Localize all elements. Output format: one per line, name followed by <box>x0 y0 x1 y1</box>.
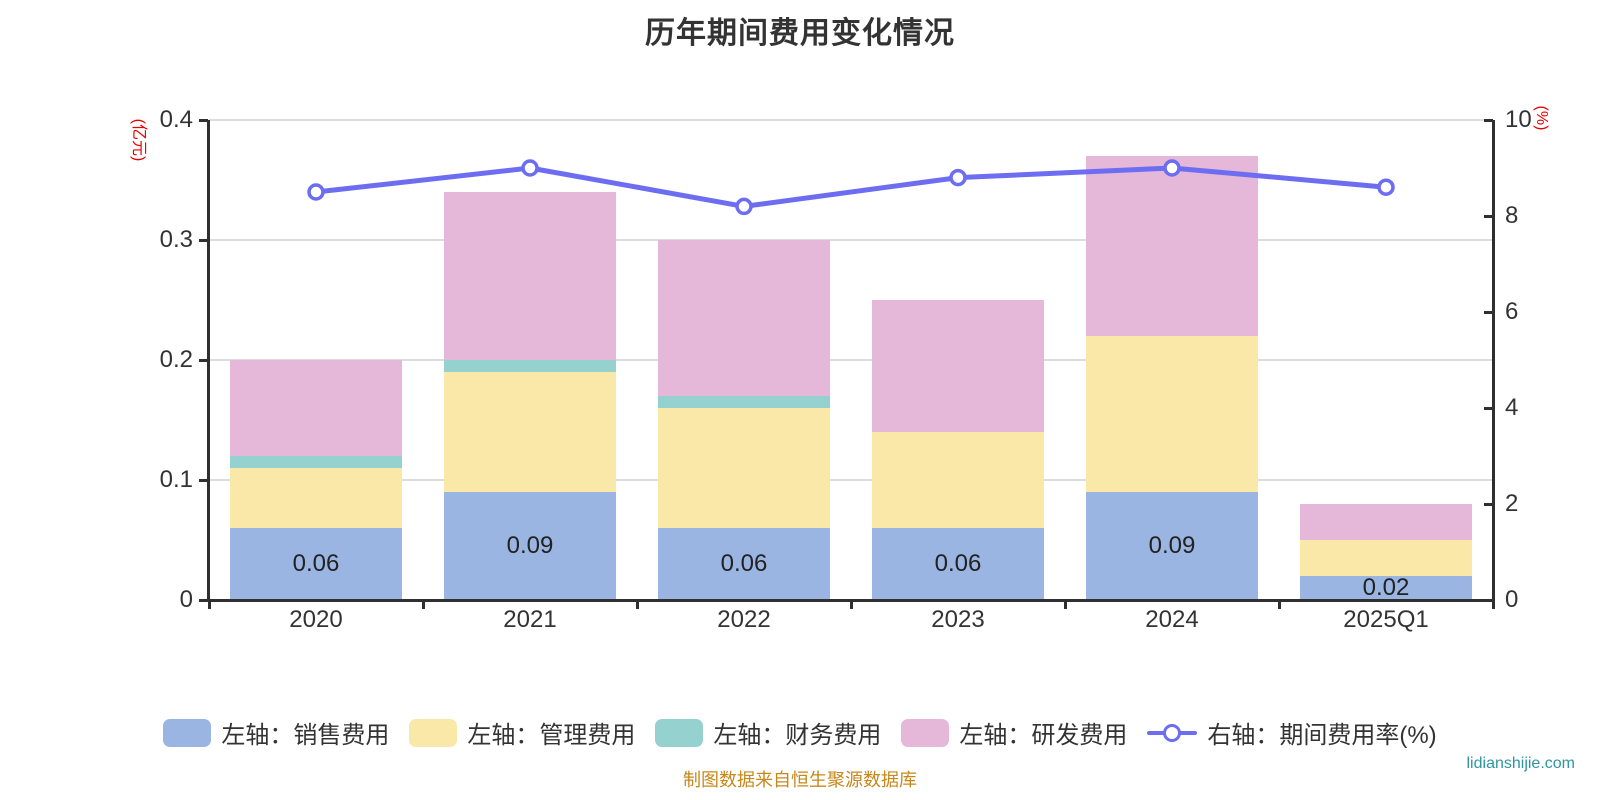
x-axis-label: 2022 <box>717 606 771 633</box>
right-axis-tick <box>1484 311 1493 314</box>
right-axis-tick <box>1484 407 1493 410</box>
left-axis-tick-label: 0.2 <box>159 346 193 373</box>
legend-item-s1[interactable]: 左轴：销售费用 <box>163 715 389 750</box>
left-axis-tick <box>199 119 208 122</box>
bar-value-label: 0.09 <box>506 532 554 559</box>
bar-segment-s2-2025Q1[interactable] <box>1300 540 1472 576</box>
right-axis-tick-label: 2 <box>1505 490 1519 517</box>
x-axis-tick <box>422 600 425 609</box>
bar-segment-s2-2023[interactable] <box>872 432 1044 528</box>
legend-label: 左轴：财务费用 <box>713 722 882 749</box>
legend-item-s2[interactable]: 左轴：管理费用 <box>409 715 635 750</box>
x-axis-tick <box>636 600 639 609</box>
right-axis-tick <box>1484 503 1493 506</box>
bar-segment-s1-2020[interactable] <box>230 528 402 600</box>
line-marker-2025Q1[interactable] <box>1377 178 1395 196</box>
bar-segment-s2-2020[interactable] <box>230 468 402 528</box>
legend-label: 左轴：研发费用 <box>959 722 1128 749</box>
legend: 左轴：销售费用 左轴：管理费用 左轴：财务费用 左轴：研发费用 右轴：期间费用率(%) <box>0 715 1600 750</box>
bar-segment-s3-2020[interactable] <box>230 456 402 468</box>
line-marker-2022[interactable] <box>735 197 753 216</box>
line-marker-2020[interactable] <box>307 183 325 201</box>
legend-item-s4[interactable]: 左轴：研发费用 <box>901 715 1127 750</box>
legend-line-dot <box>1163 723 1182 742</box>
right-axis-tick-label: 10 <box>1505 106 1532 133</box>
left-axis-tick-label: 0.3 <box>159 226 193 253</box>
legend-swatch <box>655 718 704 747</box>
left-axis-tick <box>199 599 208 602</box>
left-axis-tick <box>199 239 208 242</box>
left-axis-tick <box>199 359 208 362</box>
left-axis-tick <box>199 479 208 482</box>
x-axis-label: 2024 <box>1145 606 1199 633</box>
bar-segment-s4-2020[interactable] <box>230 360 402 456</box>
legend-swatch <box>901 718 950 747</box>
bar-segment-s4-2023[interactable] <box>872 300 1044 432</box>
right-axis-tick-label: 8 <box>1505 202 1519 229</box>
bar-segment-s3-2021[interactable] <box>444 360 616 372</box>
left-axis-tick-label: 0.1 <box>159 466 193 493</box>
watermark: lidianshijie.com <box>1466 755 1576 772</box>
bar-segment-s4-2021[interactable] <box>444 192 616 360</box>
legend-line-marker <box>1147 719 1198 747</box>
legend-swatch <box>409 718 458 747</box>
legend-label: 左轴：管理费用 <box>467 722 636 749</box>
left-axis-tick-label: 0 <box>179 586 193 613</box>
bar-segment-s4-2022[interactable] <box>658 240 830 396</box>
bar-segment-s1-2024[interactable] <box>1086 492 1258 600</box>
x-axis-tick <box>1278 600 1281 609</box>
right-axis-tick-label: 4 <box>1505 394 1519 421</box>
x-axis-tick <box>1064 600 1067 609</box>
x-axis-label: 2023 <box>931 606 985 633</box>
legend-label: 右轴：期间费用率(%) <box>1207 722 1437 749</box>
data-source-note: 制图数据来自恒生聚源数据库 <box>683 770 917 790</box>
line-marker-2023[interactable] <box>949 168 967 187</box>
left-axis-tick-label: 0.4 <box>159 106 193 133</box>
legend-label: 左轴：销售费用 <box>221 722 390 749</box>
x-axis-label: 2021 <box>503 606 557 633</box>
gridline <box>209 239 1493 241</box>
bar-value-label: 0.02 <box>1362 574 1410 601</box>
bar-segment-s4-2024[interactable] <box>1086 156 1258 336</box>
gridline <box>209 359 1493 361</box>
line-marker-2021[interactable] <box>521 159 539 177</box>
gridline <box>209 479 1493 481</box>
legend-swatch <box>163 718 212 747</box>
bar-segment-s2-2022[interactable] <box>658 408 830 528</box>
bar-value-label: 0.06 <box>720 550 768 577</box>
x-axis-tick <box>1492 600 1495 609</box>
bar-value-label: 0.09 <box>1148 532 1196 559</box>
x-axis-label: 2025Q1 <box>1343 606 1429 633</box>
bar-segment-s1-2025Q1[interactable] <box>1300 576 1472 600</box>
x-axis-tick <box>850 600 853 609</box>
right-axis-tick-label: 6 <box>1505 298 1519 325</box>
right-axis-tick <box>1484 599 1493 602</box>
line-marker-2024[interactable] <box>1163 159 1181 177</box>
chart-title: 历年期间费用变化情况 <box>645 17 955 50</box>
right-axis-line <box>1492 120 1495 602</box>
right-axis-tick <box>1484 119 1493 122</box>
x-axis-label: 2020 <box>289 606 343 633</box>
bar-segment-s2-2021[interactable] <box>444 372 616 492</box>
legend-item-s5[interactable]: 右轴：期间费用率(%) <box>1147 715 1437 750</box>
right-axis-tick-label: 0 <box>1505 586 1519 613</box>
right-axis-tick <box>1484 215 1493 218</box>
bar-segment-s3-2022[interactable] <box>658 396 830 408</box>
gridline <box>209 119 1493 121</box>
bar-segment-s1-2021[interactable] <box>444 492 616 600</box>
legend-item-s3[interactable]: 左轴：财务费用 <box>655 715 881 750</box>
bar-segment-s2-2024[interactable] <box>1086 336 1258 492</box>
bar-value-label: 0.06 <box>292 550 340 577</box>
x-axis-tick <box>208 600 211 609</box>
bar-value-label: 0.06 <box>934 550 982 577</box>
bar-segment-s4-2025Q1[interactable] <box>1300 504 1472 540</box>
left-axis-line <box>207 120 210 602</box>
bar-segment-s1-2023[interactable] <box>872 528 1044 600</box>
bar-segment-s1-2022[interactable] <box>658 528 830 600</box>
